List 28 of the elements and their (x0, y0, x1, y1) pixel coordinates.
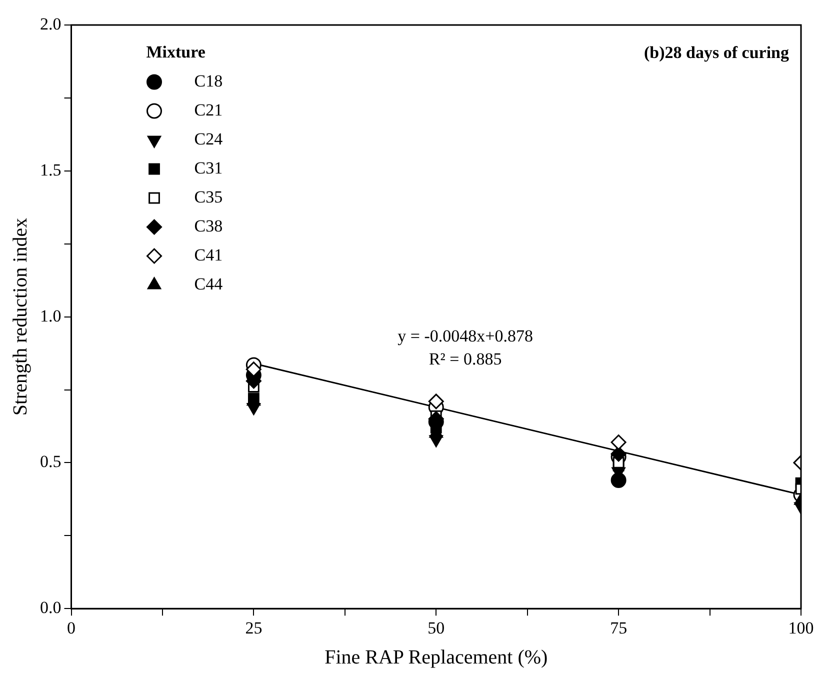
x-tick-label: 0 (67, 618, 76, 638)
legend-label: C38 (194, 216, 223, 236)
point (610, 434, 626, 450)
y-tick-label: 0.5 (40, 452, 62, 472)
point (610, 446, 626, 462)
y-tick-label: 1.5 (40, 160, 62, 180)
text: (b)28 days of curing (644, 42, 790, 62)
y-tick-label: 0.0 (40, 598, 62, 618)
legend-label: C44 (194, 274, 224, 294)
legend-label: C21 (194, 100, 223, 120)
annotation: R² = 0.885 (428, 350, 502, 369)
y-tick-label: 2.0 (40, 14, 62, 34)
legend-title: Mixture (146, 42, 206, 62)
x-tick-label: 100 (788, 618, 814, 638)
legend-label: C18 (194, 71, 223, 90)
x-axis-title: Fine RAP Replacement (%) (324, 646, 548, 668)
point (246, 362, 262, 378)
x-tick-label: 25 (245, 618, 262, 638)
point (428, 394, 444, 410)
y-tick-label: 1.0 (40, 306, 62, 326)
x-tick-label: 75 (610, 618, 628, 638)
legend-label: C35 (194, 187, 223, 206)
x-tick-label: 50 (428, 618, 445, 638)
legend-label: C31 (194, 158, 223, 178)
annotation: y = -0.0048x+0.878 (398, 326, 533, 346)
legend-label: C41 (194, 245, 223, 264)
y-axis-title: Strength reduction index (9, 218, 32, 416)
legend-label: C24 (194, 129, 224, 148)
